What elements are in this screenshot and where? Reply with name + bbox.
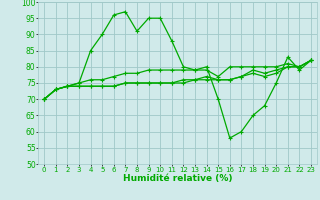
X-axis label: Humidité relative (%): Humidité relative (%) — [123, 174, 232, 183]
